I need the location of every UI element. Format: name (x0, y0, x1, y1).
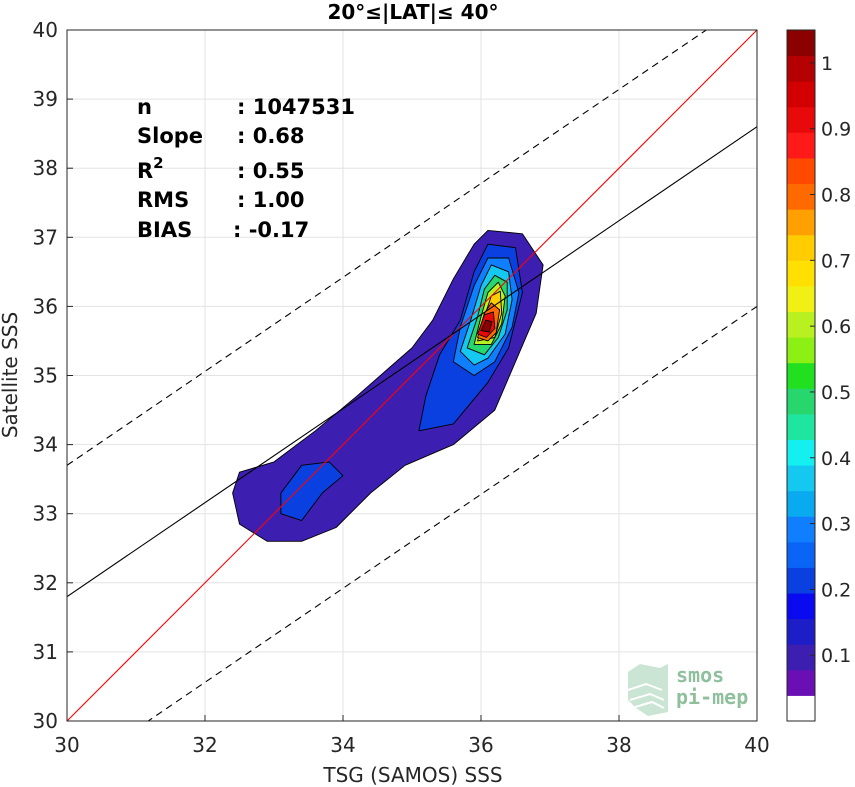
colorbar-swatch (787, 55, 815, 82)
colorbar-swatch (787, 541, 815, 568)
y-tick-label: 30 (33, 709, 58, 733)
stat-value-2: : 0.55 (237, 159, 305, 183)
stats-box: n : 1047531 Slope : 0.68 R2 : 0.55 RMS : 1.00 BI… (137, 95, 355, 242)
colorbar-swatch (787, 439, 815, 466)
stat-key-4: BIAS (137, 218, 192, 242)
stat-value-3: : 1.00 (237, 188, 305, 212)
stat-key-superscript: 2 (153, 154, 163, 172)
y-tick-label: 32 (33, 571, 58, 595)
colorbar (786, 29, 816, 722)
density-contours (232, 229, 544, 542)
colorbar-tick-label: 0.6 (821, 316, 851, 338)
colorbar-swatch (787, 516, 815, 543)
density-contour-1 (280, 461, 344, 522)
stat-key-text: RMS (137, 188, 189, 212)
colorbar-tick-label: 0.4 (821, 448, 851, 470)
colorbar-swatch (787, 183, 815, 210)
x-tick-label: 38 (606, 733, 631, 757)
colorbar-tick-label: 0.8 (821, 185, 851, 207)
colorbar-tick-label: 0.2 (821, 579, 851, 601)
y-ticks: 30 31 32 33 34 35 36 37 38 39 40 (33, 18, 73, 733)
colorbar-swatch (787, 388, 815, 415)
colorbar-swatch (787, 132, 815, 159)
y-tick-label: 33 (33, 502, 58, 526)
colorbar-swatch (787, 234, 815, 261)
colorbar-tick-label: 0.7 (821, 250, 851, 272)
chart-title: 20°≤|LAT|≤ 40° (327, 0, 498, 24)
colorbar-frame (786, 29, 816, 722)
y-tick-label: 39 (33, 87, 58, 111)
stat-key-0: n (137, 95, 152, 119)
density-contour-10 (480, 319, 493, 333)
y-tick-label: 36 (33, 294, 58, 318)
x-tick-label: 32 (192, 733, 217, 757)
smos-pi-mep-logo: smos pi-mep (627, 663, 748, 716)
x-axis-label: TSG (SAMOS) SSS (322, 763, 502, 787)
colorbar-swatch (787, 618, 815, 645)
colorbar-swatch (787, 30, 815, 57)
y-axis-label: Satellite SSS (0, 312, 22, 438)
colorbar-tick-label: 0.3 (821, 514, 851, 536)
colorbar-swatch (787, 285, 815, 313)
colorbar-swatch (787, 695, 815, 722)
stat-value-1: : 0.68 (237, 124, 305, 148)
y-tick-label: 40 (33, 18, 58, 42)
x-tick-label: 30 (54, 733, 79, 757)
fit-line (67, 126, 757, 598)
y-tick-label: 38 (33, 156, 58, 180)
y-tick-label: 34 (33, 433, 58, 457)
colorbar-swatch (787, 337, 815, 364)
colorbar-swatch (787, 311, 815, 338)
logo-line-1: smos (676, 663, 724, 687)
colorbar-tick-label: 1 (821, 53, 833, 75)
colorbar-swatch (787, 157, 815, 185)
y-tick-label: 35 (33, 364, 58, 388)
stat-key-text: n (137, 95, 152, 119)
regression-lines (67, 30, 757, 721)
x-tick-label: 40 (744, 733, 769, 757)
colorbar-tick-label: 0.1 (821, 645, 851, 667)
x-tick-label: 36 (468, 733, 493, 757)
stat-key-text: BIAS (137, 218, 192, 242)
colorbar-swatch (787, 362, 815, 389)
stat-key-1: Slope (137, 124, 203, 148)
stat-key-text: Slope (137, 124, 203, 148)
colorbar-swatch (787, 209, 815, 236)
colorbar-swatch (787, 260, 815, 287)
colorbar-swatch (787, 413, 815, 440)
colorbar-swatch (787, 593, 815, 620)
colorbar-swatch (787, 490, 815, 517)
colorbar-tick-label: 0.5 (821, 382, 851, 404)
stat-value-4: : -0.17 (233, 218, 309, 242)
y-tick-label: 37 (33, 225, 58, 249)
colorbar-tick-label: 0.9 (821, 119, 851, 141)
identity-line (67, 30, 757, 721)
colorbar-ticks: 0.1 0.2 0.3 0.4 0.5 0.6 0.7 0.8 0.9 1 (810, 53, 851, 667)
logo-line-2: pi-mep (676, 685, 748, 709)
stat-key-3: RMS (137, 188, 189, 212)
x-tick-label: 34 (330, 733, 355, 757)
stat-key-text: R (137, 159, 153, 183)
colorbar-swatch (787, 465, 815, 492)
stat-key-2: R2 (137, 154, 164, 183)
x-ticks: 30 32 34 36 38 40 (54, 715, 770, 757)
logo-icon (627, 664, 668, 716)
colorbar-swatch (787, 81, 815, 108)
stat-value-0: : 1047531 (237, 95, 355, 119)
y-tick-label: 31 (33, 640, 58, 664)
colorbar-swatch (787, 644, 815, 671)
colorbar-swatch (787, 669, 815, 696)
